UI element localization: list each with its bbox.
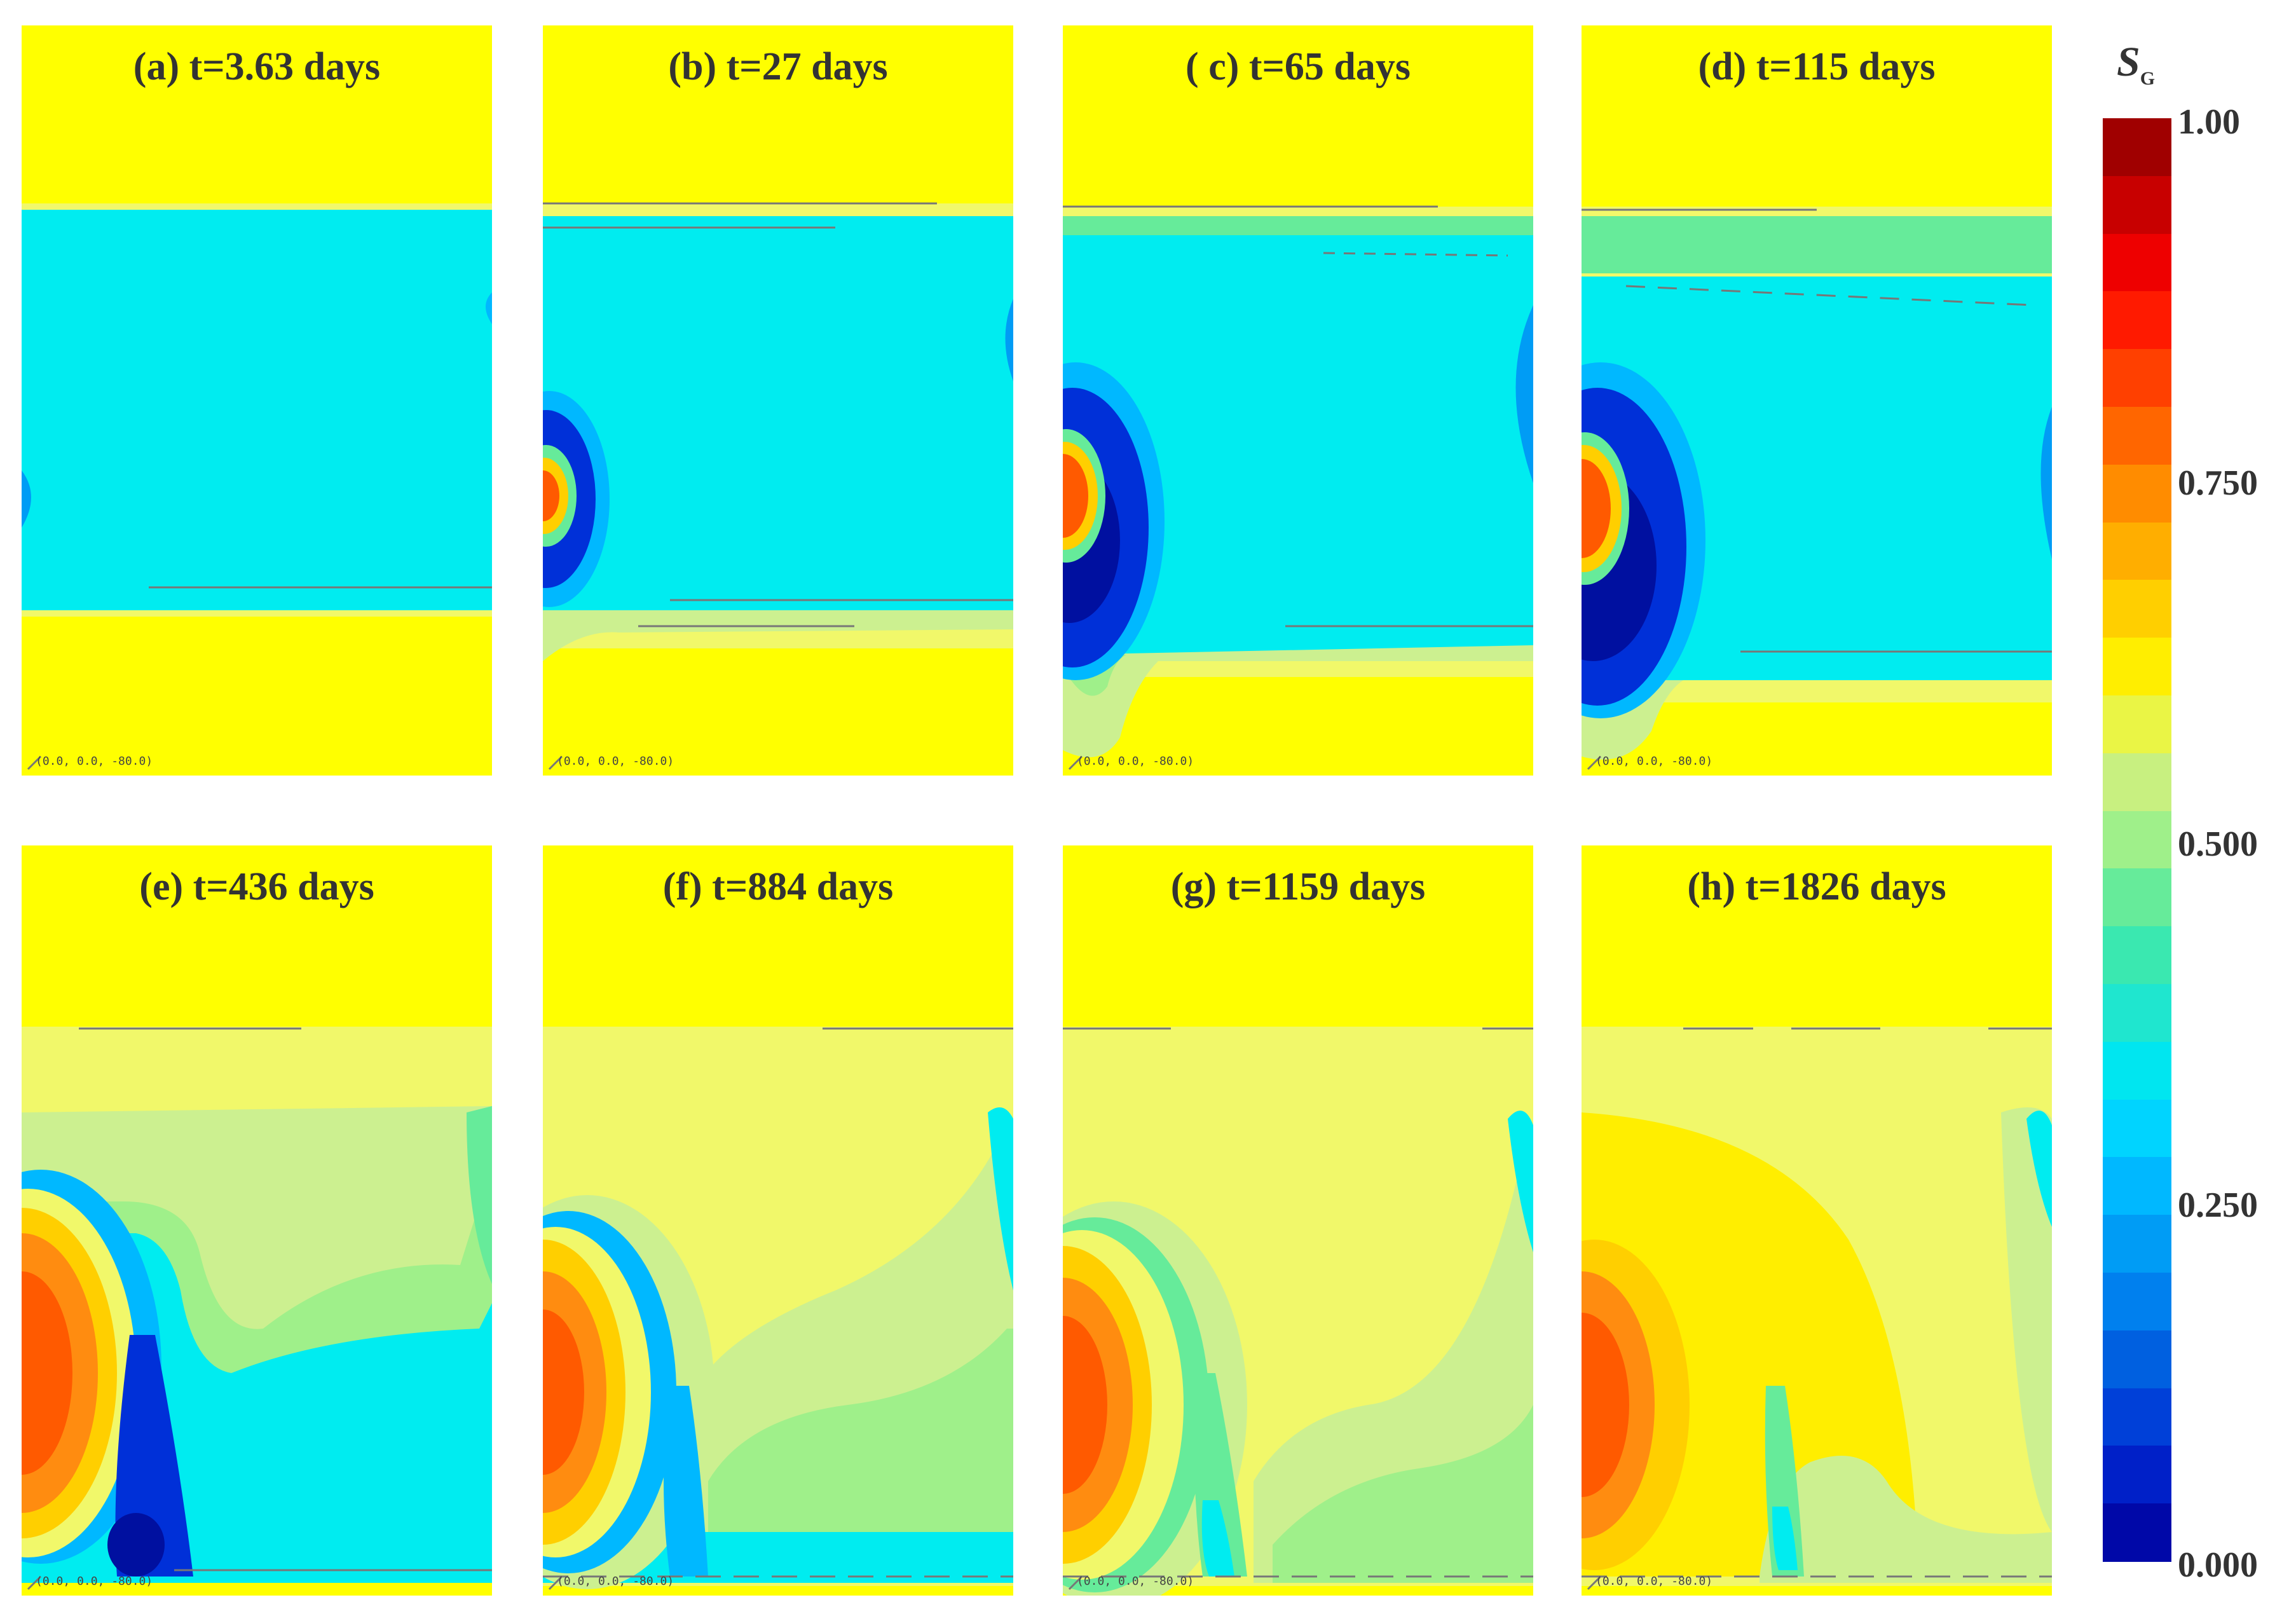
colorbar-segment <box>2103 118 2171 177</box>
colorbar-segment <box>2103 1503 2171 1562</box>
colorbar-segment <box>2103 349 2171 407</box>
colorbar-segment <box>2103 926 2171 985</box>
panel-f: (f) t=884 days (0.0, 0.0, -80.0) <box>543 845 1013 1596</box>
colorbar-tick-max: 1.00 <box>2178 102 2240 142</box>
contour-plot-c <box>1063 25 1533 776</box>
colorbar-segment <box>2103 1157 2171 1216</box>
panel-d: (d) t=115 days (0.0, 0.0, -80.0) <box>1582 25 2052 776</box>
colorbar-segment <box>2103 1273 2171 1331</box>
colorbar-segment <box>2103 984 2171 1043</box>
colorbar-segment <box>2103 1215 2171 1273</box>
colorbar-segment <box>2103 1099 2171 1158</box>
colorbar-segment <box>2103 1041 2171 1100</box>
colorbar-tick-750: 0.750 <box>2178 463 2258 503</box>
colorbar-segment <box>2103 1446 2171 1505</box>
colorbar-segment <box>2103 407 2171 465</box>
panel-title: (h) t=1826 days <box>1687 865 1946 908</box>
contour-plot-e <box>22 845 492 1596</box>
colorbar-segment <box>2103 753 2171 812</box>
panel-title: (g) t=1159 days <box>1170 865 1426 908</box>
panel-title: (e) t=436 days <box>139 865 374 908</box>
colorbar-tick-min: 0.000 <box>2178 1545 2258 1585</box>
panel-a: (a) t=3.63 days (0.0, 0.0, -80.0) <box>22 25 492 776</box>
panel-title: ( c) t=65 days <box>1186 45 1411 88</box>
colorbar-subscript: G <box>2140 68 2156 90</box>
colorbar-segment <box>2103 233 2171 292</box>
contour-plot-b <box>543 25 1013 776</box>
contour-plot-d <box>1582 25 2052 776</box>
colorbar-segment <box>2103 175 2171 235</box>
panel-title: (f) t=884 days <box>662 865 894 908</box>
colorbar-segment <box>2103 291 2171 350</box>
panel-c: ( c) t=65 days (0.0, 0.0, -80.0) <box>1063 25 1533 776</box>
coordinate-label: (0.0, 0.0, -80.0) <box>1077 1575 1194 1588</box>
contour-plot-a <box>22 25 492 776</box>
colorbar-tick-250: 0.250 <box>2178 1186 2258 1225</box>
panel-g: (g) t=1159 days (0.0, 0.0, -80.0) <box>1063 845 1533 1596</box>
colorbar-tick-500: 0.500 <box>2178 824 2258 864</box>
colorbar-segment <box>2103 522 2171 581</box>
coordinate-label: (0.0, 0.0, -80.0) <box>1077 755 1194 768</box>
colorbar-segment <box>2103 1330 2171 1389</box>
colorbar-segment <box>2103 811 2171 870</box>
coordinate-label: (0.0, 0.0, -80.0) <box>557 755 674 768</box>
colorbar-segment <box>2103 868 2171 927</box>
coordinate-label: (0.0, 0.0, -80.0) <box>557 1575 674 1588</box>
colorbar <box>2103 118 2171 1562</box>
colorbar-segment <box>2103 638 2171 696</box>
panel-title: (d) t=115 days <box>1698 45 1936 88</box>
panel-e: (e) t=436 days (0.0, 0.0, -80.0) <box>22 845 492 1596</box>
coordinate-label: (0.0, 0.0, -80.0) <box>36 1575 153 1588</box>
coordinate-label: (0.0, 0.0, -80.0) <box>36 755 153 768</box>
colorbar-segment <box>2103 1388 2171 1447</box>
colorbar-title: SG <box>2117 38 2155 90</box>
panel-b: (b) t=27 days (0.0, 0.0, -80.0) <box>543 25 1013 776</box>
colorbar-segment <box>2103 580 2171 639</box>
colorbar-segment <box>2103 695 2171 754</box>
coordinate-label: (0.0, 0.0, -80.0) <box>1596 1575 1713 1588</box>
panel-title: (b) t=27 days <box>668 45 888 88</box>
colorbar-symbol: S <box>2117 39 2140 85</box>
panel-title: (a) t=3.63 days <box>133 45 381 88</box>
contour-plot-h <box>1582 845 2052 1596</box>
colorbar-segment <box>2103 464 2171 523</box>
contour-plot-g <box>1063 845 1533 1596</box>
panel-h: (h) t=1826 days (0.0, 0.0, -80.0) <box>1582 845 2052 1596</box>
coordinate-label: (0.0, 0.0, -80.0) <box>1596 755 1713 768</box>
contour-plot-f <box>543 845 1013 1596</box>
